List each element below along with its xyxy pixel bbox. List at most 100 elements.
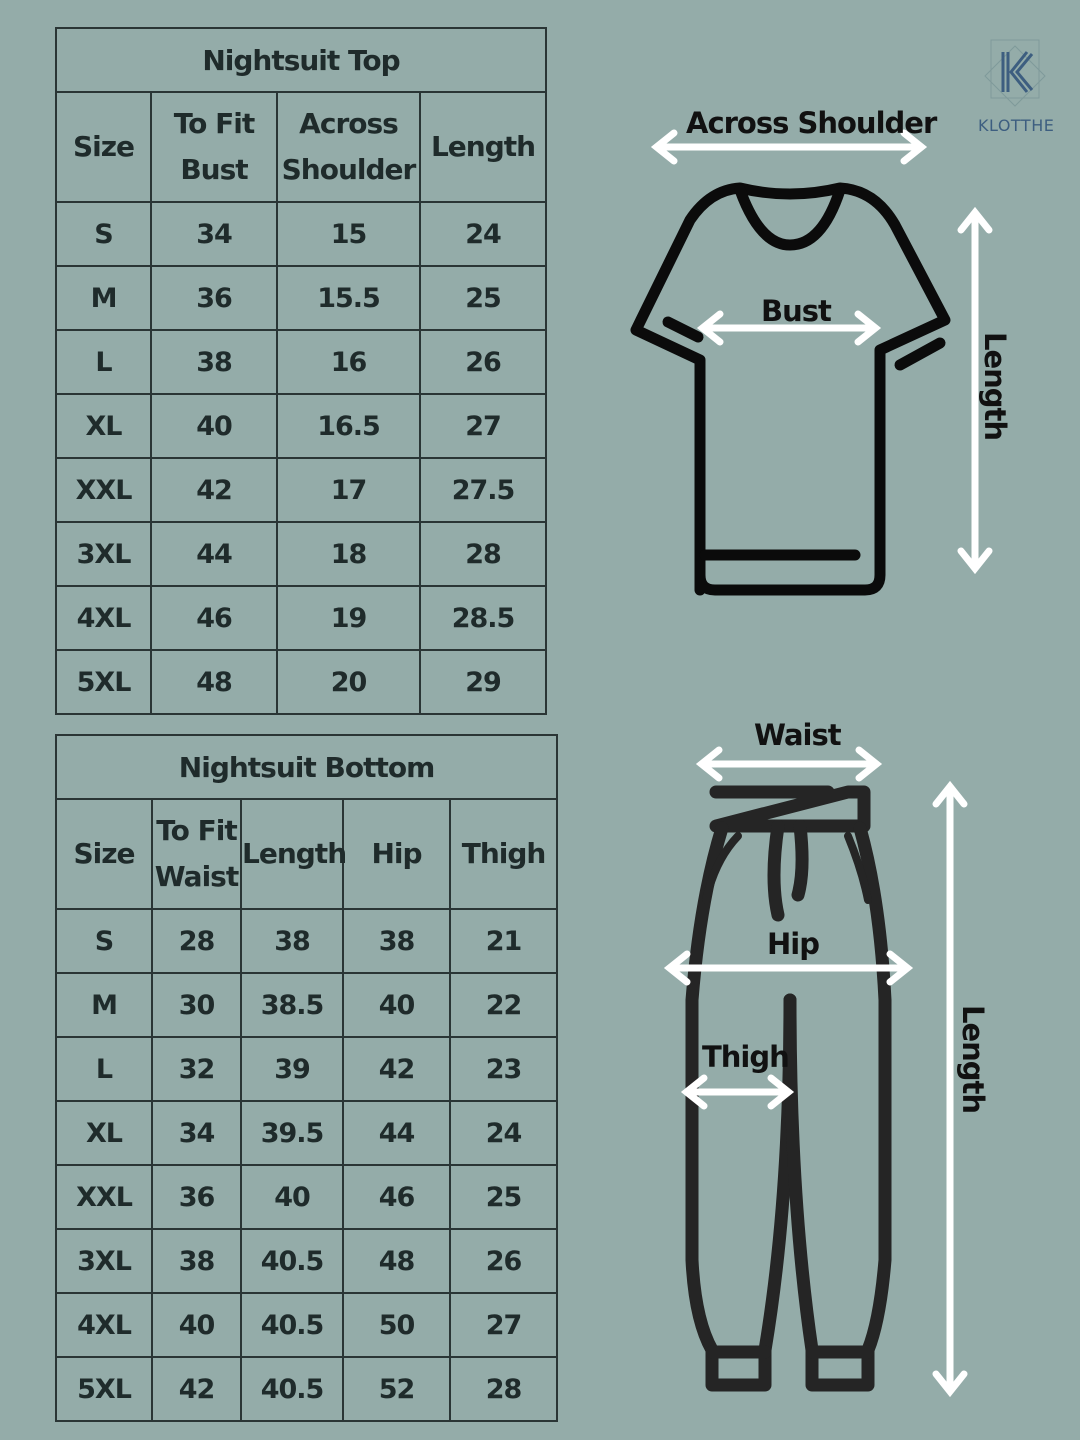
- table-cell: 28: [151, 908, 242, 974]
- table-cell: 17: [276, 457, 421, 523]
- column-header: Thigh: [448, 798, 559, 910]
- table-cell: 42: [342, 1036, 451, 1102]
- table-cell: 48: [150, 649, 278, 715]
- table-row: 5XL 42 40.5 52 28: [55, 1356, 559, 1422]
- table-cell: 16.5: [276, 393, 421, 459]
- table-cell: 29: [418, 649, 548, 715]
- table-cell: 15.5: [276, 265, 421, 331]
- table-cell: 22: [448, 972, 559, 1038]
- column-header: Across Shoulder: [276, 91, 421, 203]
- table-cell: 24: [448, 1100, 559, 1166]
- table-title: Nightsuit Top: [54, 27, 548, 93]
- table-cell: S: [55, 201, 152, 267]
- table-row: 4XL 40 40.5 50 27: [55, 1292, 559, 1358]
- table-cell: 40: [150, 393, 278, 459]
- table-cell: 38: [240, 908, 344, 974]
- table-cell: 34: [150, 201, 278, 267]
- table-cell: L: [55, 329, 152, 395]
- table-cell: 44: [150, 521, 278, 587]
- table-cell: 28.5: [418, 585, 548, 651]
- table-cell: 30: [151, 972, 242, 1038]
- table-cell: XL: [55, 1100, 153, 1166]
- table-cell: 4XL: [55, 1292, 153, 1358]
- column-header: Length: [418, 91, 548, 203]
- table-cell: XXL: [55, 1164, 153, 1230]
- column-header: To Fit Bust: [150, 91, 278, 203]
- table-row: M 36 15.5 25: [55, 265, 548, 331]
- column-header: Length: [240, 798, 347, 910]
- table-cell: 40.5: [240, 1292, 344, 1358]
- table-cell: 32: [151, 1036, 242, 1102]
- table-cell: 40: [342, 972, 451, 1038]
- table-cell: 38: [150, 329, 278, 395]
- bust-label: Bust: [761, 294, 832, 328]
- waist-label: Waist: [754, 718, 842, 752]
- table-cell: 25: [448, 1164, 559, 1230]
- table-row: XXL 36 40 46 25: [55, 1164, 559, 1230]
- top-length-label: Length: [978, 332, 1012, 441]
- table-cell: 16: [276, 329, 421, 395]
- table-cell: XXL: [55, 457, 152, 523]
- column-header: Hip: [342, 798, 451, 910]
- table-cell: 27.5: [418, 457, 548, 523]
- table-cell: M: [55, 972, 153, 1038]
- table-cell: 38: [151, 1228, 242, 1294]
- table-cell: 38.5: [240, 972, 344, 1038]
- table-row: XXL 42 17 27.5: [55, 457, 548, 523]
- table-cell: 26: [418, 329, 548, 395]
- table-cell: 52: [342, 1356, 451, 1422]
- pants-icon: [685, 785, 892, 1392]
- table-cell: 5XL: [55, 1356, 153, 1422]
- table-cell: 27: [448, 1292, 559, 1358]
- table-row: XL 34 39.5 44 24: [55, 1100, 559, 1166]
- table-cell: 19: [276, 585, 421, 651]
- table-row: L 38 16 26: [55, 329, 548, 395]
- table-cell: M: [55, 265, 152, 331]
- table-row: L 32 39 42 23: [55, 1036, 559, 1102]
- table-row: 4XL 46 19 28.5: [55, 585, 548, 651]
- table-row: 3XL 44 18 28: [55, 521, 548, 587]
- table-cell: 42: [150, 457, 278, 523]
- table-cell: 46: [150, 585, 278, 651]
- table-row: 5XL 48 20 29: [55, 649, 548, 715]
- table-row: M 30 38.5 40 22: [55, 972, 559, 1038]
- table-cell: 28: [418, 521, 548, 587]
- table-cell: 39: [240, 1036, 344, 1102]
- hip-label: Hip: [767, 927, 820, 961]
- table-cell: 20: [276, 649, 421, 715]
- table-row: S 28 38 38 21: [55, 908, 559, 974]
- brand-name: KLOTTHE: [978, 116, 1055, 135]
- table-cell: 48: [342, 1228, 451, 1294]
- table-cell: 36: [150, 265, 278, 331]
- table-cell: 28: [448, 1356, 559, 1422]
- logo-mark-icon: [984, 39, 1046, 107]
- table-cell: 23: [448, 1036, 559, 1102]
- measure-arrows: [650, 129, 993, 1398]
- table-cell: 38: [342, 908, 451, 974]
- table-cell: 42: [151, 1356, 242, 1422]
- table-cell: 18: [276, 521, 421, 587]
- table-title: Nightsuit Bottom: [54, 734, 559, 800]
- table-cell: 46: [342, 1164, 451, 1230]
- table-cell: 36: [151, 1164, 242, 1230]
- table-cell: 3XL: [55, 1228, 153, 1294]
- table-cell: 24: [418, 201, 548, 267]
- table-cell: 40.5: [240, 1228, 344, 1294]
- table-row: XL 40 16.5 27: [55, 393, 548, 459]
- table-cell: 34: [151, 1100, 242, 1166]
- table-cell: 21: [448, 908, 559, 974]
- column-header: Size: [55, 798, 153, 910]
- table-cell: 5XL: [55, 649, 152, 715]
- column-header: To Fit Waist: [151, 798, 242, 910]
- table-cell: 3XL: [55, 521, 152, 587]
- bottom-length-label: Length: [956, 1005, 990, 1114]
- nightsuit-bottom-size-table: Nightsuit Bottom Size To Fit Waist Length H…: [54, 734, 559, 1422]
- table-cell: 26: [448, 1228, 559, 1294]
- table-cell: 50: [342, 1292, 451, 1358]
- table-cell: 39.5: [240, 1100, 344, 1166]
- table-row: 3XL 38 40.5 48 26: [55, 1228, 559, 1294]
- column-header: Size: [55, 91, 152, 203]
- table-cell: XL: [55, 393, 152, 459]
- table-cell: 25: [418, 265, 548, 331]
